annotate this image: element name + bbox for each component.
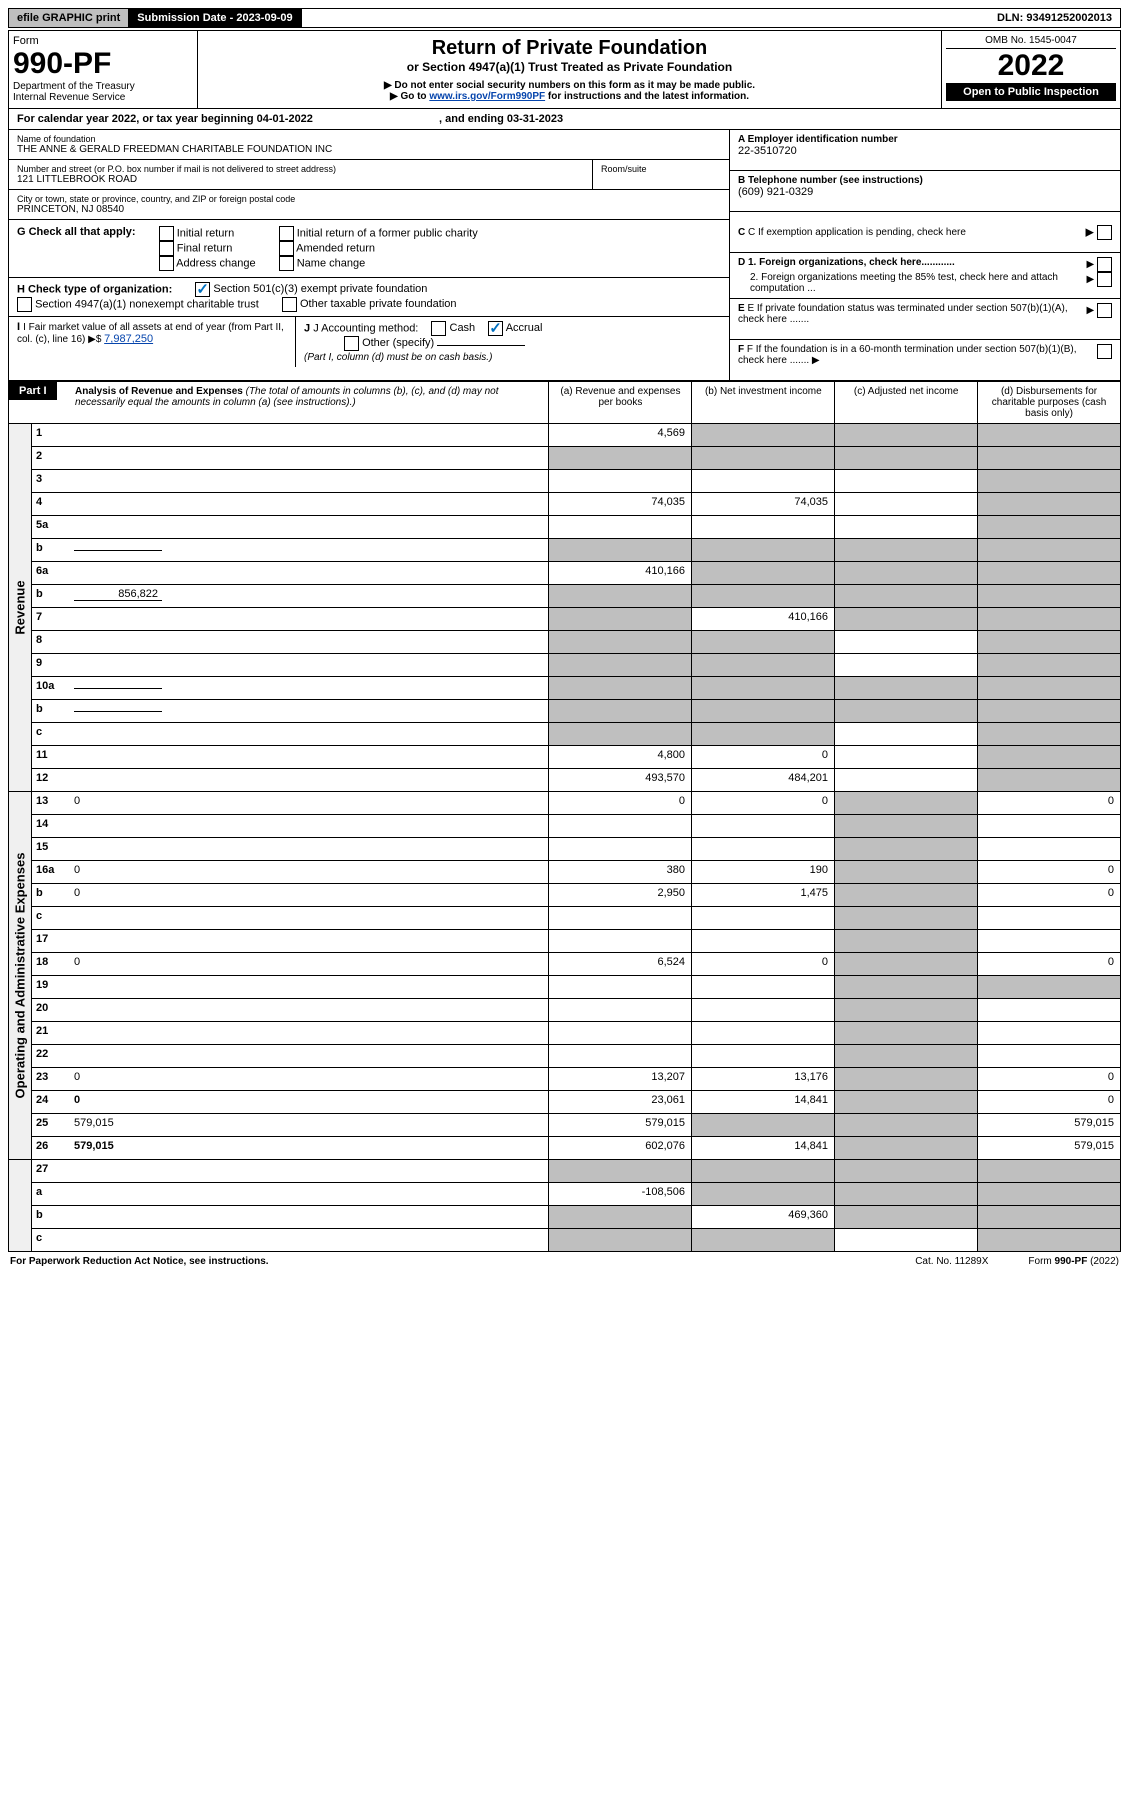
form-link[interactable]: www.irs.gov/Form990PF xyxy=(429,91,545,102)
calendar-year: For calendar year 2022, or tax year begi… xyxy=(8,109,1121,130)
footer: For Paperwork Reduction Act Notice, see … xyxy=(8,1252,1121,1271)
table-row: c xyxy=(32,723,1120,746)
checkbox-amended[interactable] xyxy=(279,241,294,256)
table-row: b xyxy=(32,539,1120,562)
table-row: a-108,506 xyxy=(32,1183,1120,1206)
checkbox-cash[interactable] xyxy=(431,321,446,336)
table-row: 130000 xyxy=(32,792,1120,815)
header: Form 990-PF Department of the Treasury I… xyxy=(8,30,1121,109)
table-row: 25579,015579,015579,015 xyxy=(32,1114,1120,1137)
table-row: 24023,06114,8410 xyxy=(32,1091,1120,1114)
checkbox-d1[interactable] xyxy=(1097,257,1112,272)
table-row: 1806,52400 xyxy=(32,953,1120,976)
form-title: Return of Private Foundation xyxy=(204,37,935,60)
table-row: 5a xyxy=(32,516,1120,539)
section-h: H Check type of organization: Section 50… xyxy=(9,278,729,317)
table-row: 10a xyxy=(32,677,1120,700)
table-row: 27 xyxy=(32,1160,1120,1183)
table-row: b02,9501,4750 xyxy=(32,884,1120,907)
tax-year: 2022 xyxy=(946,49,1116,83)
omb: OMB No. 1545-0047 xyxy=(946,35,1116,49)
city-cell: City or town, state or province, country… xyxy=(9,190,729,220)
table-row: 20 xyxy=(32,999,1120,1022)
col-a: (a) Revenue and expenses per books xyxy=(548,382,691,423)
side-revenue: Revenue xyxy=(13,580,28,634)
ssn-warning: ▶ Do not enter social security numbers o… xyxy=(204,80,935,91)
phone-cell: B Telephone number (see instructions) (6… xyxy=(730,171,1120,212)
table-row: b 856,822 xyxy=(32,585,1120,608)
checkbox-final[interactable] xyxy=(159,241,174,256)
table-row: 7410,166 xyxy=(32,608,1120,631)
table-row: 474,03574,035 xyxy=(32,493,1120,516)
c-cell: C C If exemption application is pending,… xyxy=(730,212,1120,253)
table-row: 114,8000 xyxy=(32,746,1120,769)
goto-line: ▶ Go to www.irs.gov/Form990PF for instru… xyxy=(204,91,935,102)
table-row: 14 xyxy=(32,815,1120,838)
table-row: 3 xyxy=(32,470,1120,493)
e-cell: E E If private foundation status was ter… xyxy=(730,299,1120,340)
expense-table: Operating and Administrative Expenses 13… xyxy=(8,792,1121,1160)
table-row: 14,569 xyxy=(32,424,1120,447)
part1-header: Part I Analysis of Revenue and Expenses … xyxy=(8,381,1121,424)
table-row: 17 xyxy=(32,930,1120,953)
table-row: c xyxy=(32,1229,1120,1251)
checkbox-initial-public[interactable] xyxy=(279,226,294,241)
addr-cell: Number and street (or P.O. box number if… xyxy=(9,160,729,190)
info-grid: Name of foundation THE ANNE & GERALD FRE… xyxy=(8,130,1121,381)
ein-cell: A Employer identification number 22-3510… xyxy=(730,130,1120,171)
table-row: b469,360 xyxy=(32,1206,1120,1229)
form-label: Form xyxy=(13,35,193,47)
checkbox-f[interactable] xyxy=(1097,344,1112,359)
revenue-table: Revenue 14,56923474,03574,0355ab 6a410,1… xyxy=(8,424,1121,792)
checkbox-4947[interactable] xyxy=(17,297,32,312)
checkbox-name[interactable] xyxy=(279,256,294,271)
table-row: 19 xyxy=(32,976,1120,999)
table-row: 16a03801900 xyxy=(32,861,1120,884)
checkbox-address[interactable] xyxy=(159,256,174,271)
table-row: c xyxy=(32,907,1120,930)
print-button[interactable]: efile GRAPHIC print xyxy=(9,9,129,27)
checkbox-other-method[interactable] xyxy=(344,336,359,351)
form-subtitle: or Section 4947(a)(1) Trust Treated as P… xyxy=(204,60,935,74)
form-ref: Form 990-PF (2022) xyxy=(1028,1256,1119,1267)
table-row: 15 xyxy=(32,838,1120,861)
table-row: 6a410,166 xyxy=(32,562,1120,585)
form-number: 990-PF xyxy=(13,47,193,81)
irs: Internal Revenue Service xyxy=(13,92,193,103)
table-row: 23013,20713,1760 xyxy=(32,1068,1120,1091)
col-c: (c) Adjusted net income xyxy=(834,382,977,423)
checkbox-501c3[interactable] xyxy=(195,282,210,297)
col-b: (b) Net investment income xyxy=(691,382,834,423)
dept: Department of the Treasury xyxy=(13,81,193,92)
checkbox-other-tax[interactable] xyxy=(282,297,297,312)
checkbox-e[interactable] xyxy=(1097,303,1112,318)
top-bar: efile GRAPHIC print Submission Date - 20… xyxy=(8,8,1121,28)
section-ij: I I Fair market value of all assets at e… xyxy=(9,317,729,367)
d-cell: D 1. Foreign organizations, check here..… xyxy=(730,253,1120,299)
dln: DLN: 93491252002013 xyxy=(989,9,1120,27)
table-row: 26579,015602,07614,841579,015 xyxy=(32,1137,1120,1159)
checkbox-accrual[interactable] xyxy=(488,321,503,336)
name-cell: Name of foundation THE ANNE & GERALD FRE… xyxy=(9,130,729,160)
table-row: 22 xyxy=(32,1045,1120,1068)
table-row: 2 xyxy=(32,447,1120,470)
table-row: 12493,570484,201 xyxy=(32,769,1120,791)
submission-label: Submission Date - 2023-09-09 xyxy=(129,9,301,27)
checkbox-initial[interactable] xyxy=(159,226,174,241)
side-expenses: Operating and Administrative Expenses xyxy=(13,853,28,1099)
f-cell: F F If the foundation is in a 60-month t… xyxy=(730,340,1120,380)
table-row: 9 xyxy=(32,654,1120,677)
table-row: b xyxy=(32,700,1120,723)
checkbox-d2[interactable] xyxy=(1097,272,1112,287)
table-row: 21 xyxy=(32,1022,1120,1045)
table-row: 8 xyxy=(32,631,1120,654)
open-inspection: Open to Public Inspection xyxy=(946,83,1116,101)
checkbox-c[interactable] xyxy=(1097,225,1112,240)
net-table: 27a-108,506b469,360c xyxy=(8,1160,1121,1252)
col-d: (d) Disbursements for charitable purpose… xyxy=(977,382,1120,423)
section-g: G Check all that apply: Initial return F… xyxy=(9,220,729,278)
